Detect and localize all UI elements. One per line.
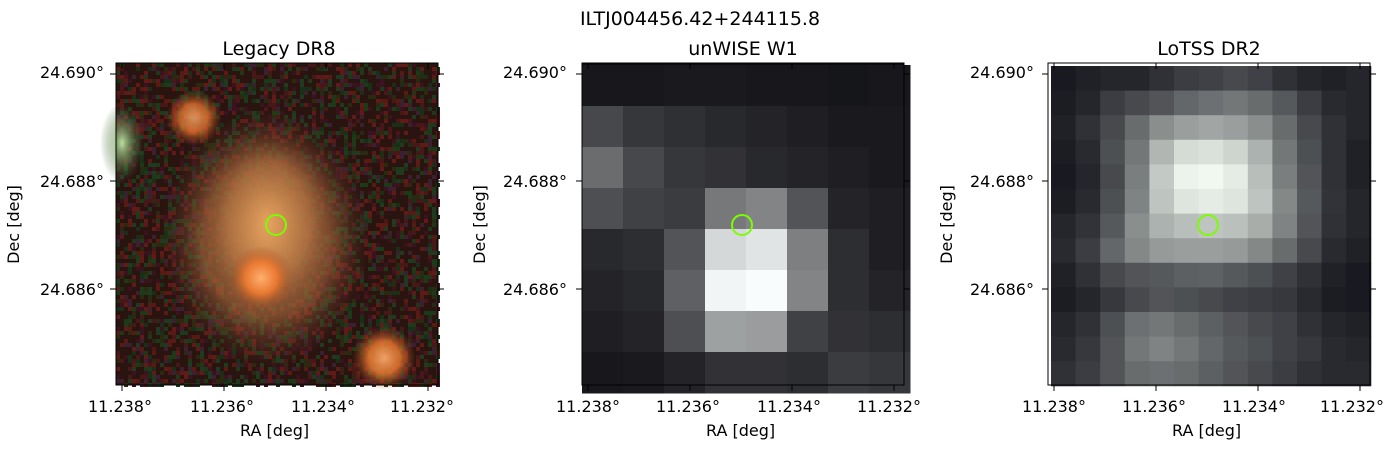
xtick-lotss-2: 11.234° [1222, 397, 1286, 416]
source-position-marker [731, 214, 753, 236]
ytick-legacy-1: 24.688° [40, 172, 104, 191]
xlabel-lotss: RA [deg] [1172, 421, 1242, 440]
xtick-unwise-3: 11.232° [857, 397, 921, 416]
xtick-legacy-3: 11.232° [390, 397, 454, 416]
ytick-legacy-0: 24.690° [40, 63, 104, 82]
ytick-lotss-2: 24.686° [970, 280, 1034, 299]
ytick-legacy-2: 24.686° [40, 280, 104, 299]
legacy-image-panel [100, 62, 444, 391]
lotss-image-panel [1042, 62, 1376, 391]
xtick-legacy-0: 11.238° [88, 397, 152, 416]
xtick-unwise-2: 11.234° [757, 397, 821, 416]
xtick-unwise-0: 11.238° [556, 397, 620, 416]
xtick-lotss-0: 11.238° [1022, 397, 1086, 416]
figure-title: ILTJ004456.42+244115.8 [579, 8, 821, 30]
panel-title-unwise: unWISE W1 [688, 38, 798, 60]
panel-title-lotss: LoTSS DR2 [1157, 38, 1261, 60]
ytick-lotss-0: 24.690° [970, 63, 1034, 82]
source-position-marker [265, 214, 287, 236]
panel-title-legacy: Legacy DR8 [222, 38, 336, 60]
ylabel-unwise: Dec [deg] [469, 185, 489, 264]
ylabel-legacy: Dec [deg] [3, 185, 23, 264]
xtick-lotss-3: 11.232° [1320, 397, 1384, 416]
ylabel-lotss: Dec [deg] [936, 185, 956, 264]
ytick-unwise-2: 24.686° [503, 280, 567, 299]
xtick-legacy-1: 11.236° [190, 397, 254, 416]
source-position-marker [1197, 214, 1219, 236]
xlabel-legacy: RA [deg] [240, 421, 310, 440]
xtick-legacy-2: 11.234° [291, 397, 355, 416]
ytick-unwise-0: 24.690° [503, 63, 567, 82]
ytick-lotss-1: 24.688° [970, 172, 1034, 191]
unwise-image-panel [576, 62, 911, 394]
xtick-lotss-1: 11.236° [1122, 397, 1186, 416]
ytick-unwise-1: 24.688° [503, 172, 567, 191]
xtick-unwise-1: 11.236° [656, 397, 720, 416]
xlabel-unwise: RA [deg] [706, 421, 776, 440]
